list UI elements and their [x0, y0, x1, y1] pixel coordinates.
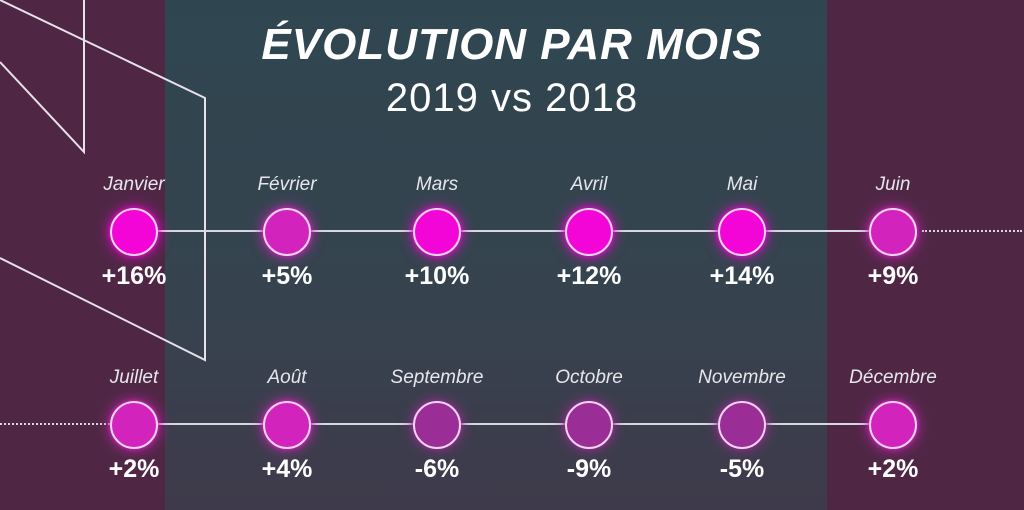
month-node-avril — [565, 208, 613, 256]
month-change-aout: +4% — [261, 455, 313, 483]
month-label-avril: Avril — [570, 174, 608, 195]
month-node-octobre — [565, 401, 613, 449]
month-change-novembre: -5% — [719, 455, 765, 483]
month-node-janvier — [110, 208, 158, 256]
month-label-mars: Mars — [415, 174, 459, 195]
month-node-juin — [869, 208, 917, 256]
month-change-janvier: +16% — [101, 262, 167, 290]
decorative-outline — [0, 0, 85, 155]
month-change-octobre: -9% — [566, 455, 612, 483]
month-node-mai — [718, 208, 766, 256]
month-node-septembre — [413, 401, 461, 449]
month-change-mars: +10% — [404, 262, 470, 290]
month-change-avril: +12% — [556, 262, 622, 290]
month-label-octobre: Octobre — [555, 367, 623, 388]
page-title: ÉVOLUTION PAR MOIS — [261, 20, 763, 69]
month-label-janvier: Janvier — [103, 174, 165, 195]
month-change-fevrier: +5% — [261, 262, 313, 290]
month-change-septembre: -6% — [414, 455, 460, 483]
month-label-decembre: Décembre — [849, 367, 937, 388]
timeline-track-1 — [134, 230, 894, 232]
month-label-fevrier: Février — [257, 174, 317, 195]
month-label-septembre: Septembre — [390, 367, 484, 388]
month-label-novembre: Novembre — [698, 367, 786, 388]
month-change-juillet: +2% — [108, 455, 160, 483]
month-label-aout: Août — [267, 367, 307, 388]
month-change-decembre: +2% — [867, 455, 919, 483]
month-label-juillet: Juillet — [109, 367, 159, 388]
month-node-decembre — [869, 401, 917, 449]
month-node-novembre — [718, 401, 766, 449]
timeline-continuation-left — [0, 423, 110, 425]
month-node-juillet — [110, 401, 158, 449]
month-change-mai: +14% — [709, 262, 775, 290]
month-node-aout — [263, 401, 311, 449]
timeline-continuation-right — [922, 230, 1022, 232]
decorative-outline-large — [0, 0, 206, 362]
month-change-juin: +9% — [867, 262, 919, 290]
month-label-mai: Mai — [726, 174, 758, 195]
month-label-juin: Juin — [875, 174, 911, 195]
page-subtitle: 2019 vs 2018 — [385, 76, 639, 120]
timeline-track-2 — [134, 423, 894, 425]
month-node-mars — [413, 208, 461, 256]
month-node-fevrier — [263, 208, 311, 256]
